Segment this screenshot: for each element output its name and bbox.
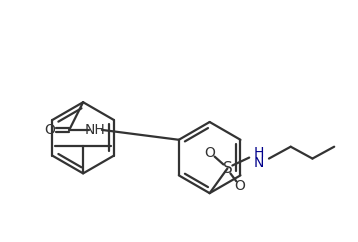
Text: O: O (44, 123, 55, 137)
Text: O: O (234, 179, 245, 193)
Text: NH: NH (84, 123, 105, 137)
Text: H: H (254, 146, 264, 160)
Text: O: O (204, 146, 215, 160)
Text: N: N (254, 156, 264, 169)
Text: S: S (223, 161, 232, 176)
